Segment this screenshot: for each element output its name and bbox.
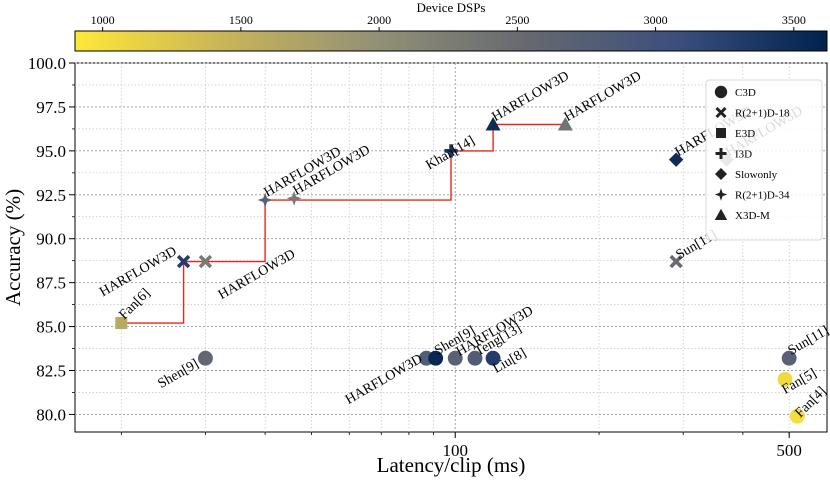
colorbar-tick-label: 3000 bbox=[644, 13, 668, 27]
legend-label: R(2+1)D-34 bbox=[735, 190, 790, 202]
colorbar-tick-label: 3500 bbox=[782, 13, 806, 27]
pareto-front-line bbox=[121, 123, 566, 324]
y-tick-label: 92.5 bbox=[36, 186, 66, 205]
data-point bbox=[428, 350, 444, 366]
colorbar-tick-label: 1000 bbox=[91, 13, 115, 27]
data-point bbox=[557, 117, 573, 131]
legend-marker bbox=[715, 168, 727, 180]
pareto-front-group bbox=[121, 123, 566, 324]
y-tick-label: 97.5 bbox=[36, 98, 66, 117]
data-point bbox=[257, 192, 273, 208]
legend-label: C3D bbox=[735, 87, 756, 99]
data-point bbox=[115, 317, 128, 330]
y-tick-label: 80.0 bbox=[36, 405, 66, 424]
data-point bbox=[176, 254, 191, 269]
data-point bbox=[777, 371, 793, 387]
y-tick-label: 100.0 bbox=[28, 54, 66, 73]
colorbar-tick-label: 2000 bbox=[367, 13, 391, 27]
legend-marker bbox=[716, 128, 726, 138]
legend-box bbox=[705, 79, 823, 241]
data-point bbox=[198, 254, 213, 269]
data-point bbox=[781, 350, 797, 366]
data-point bbox=[447, 350, 463, 366]
y-tick-label: 95.0 bbox=[36, 142, 66, 161]
data-point bbox=[444, 144, 458, 158]
axes-group: 100 500 80.0 82.5 85.0 87.5 90.0 92.5 95.0 97.5 10… bbox=[1, 54, 802, 477]
colorbar-gradient bbox=[74, 30, 828, 52]
colorbar-title: Device DSPs bbox=[417, 0, 486, 15]
data-point bbox=[286, 190, 302, 206]
x-tick-label: 100 bbox=[442, 441, 468, 460]
legend-marker bbox=[715, 106, 727, 119]
legend: C3D R(2+1)D-18 E3D I3D Slowonly R(2+1)D-34 X3D… bbox=[705, 79, 823, 241]
colorbar-tick-label: 2500 bbox=[505, 13, 529, 27]
x-tick-label: 500 bbox=[776, 441, 802, 460]
y-tick-label: 82.5 bbox=[36, 362, 66, 381]
y-tick-label: 85.0 bbox=[36, 318, 66, 337]
legend-label: Slowonly bbox=[735, 169, 778, 181]
colorbar-tick-label: 1500 bbox=[229, 13, 253, 27]
data-points-group bbox=[115, 117, 805, 424]
legend-label: E3D bbox=[735, 128, 755, 140]
data-point bbox=[197, 350, 213, 366]
legend-marker bbox=[715, 148, 727, 159]
x-axis-title: Latency/clip (ms) bbox=[377, 453, 526, 477]
gridlines bbox=[75, 62, 827, 432]
colorbar: 1000 1500 2000 2500 3000 3500 Device DSPs bbox=[74, 0, 828, 52]
data-point bbox=[485, 350, 501, 366]
data-point bbox=[668, 152, 684, 167]
legend-marker bbox=[714, 208, 728, 220]
legend-label: I3D bbox=[735, 149, 752, 161]
legend-label: X3D-M bbox=[735, 210, 770, 222]
legend-label: R(2+1)D-18 bbox=[735, 108, 790, 120]
y-axis-title: Accuracy (%) bbox=[1, 189, 25, 306]
data-point bbox=[789, 408, 805, 424]
data-point bbox=[467, 350, 483, 366]
y-tick-label: 87.5 bbox=[36, 274, 66, 293]
data-point bbox=[485, 117, 501, 131]
legend-marker bbox=[714, 188, 728, 201]
legend-marker bbox=[714, 85, 728, 99]
y-tick-label: 90.0 bbox=[36, 230, 66, 249]
data-point bbox=[669, 254, 683, 269]
